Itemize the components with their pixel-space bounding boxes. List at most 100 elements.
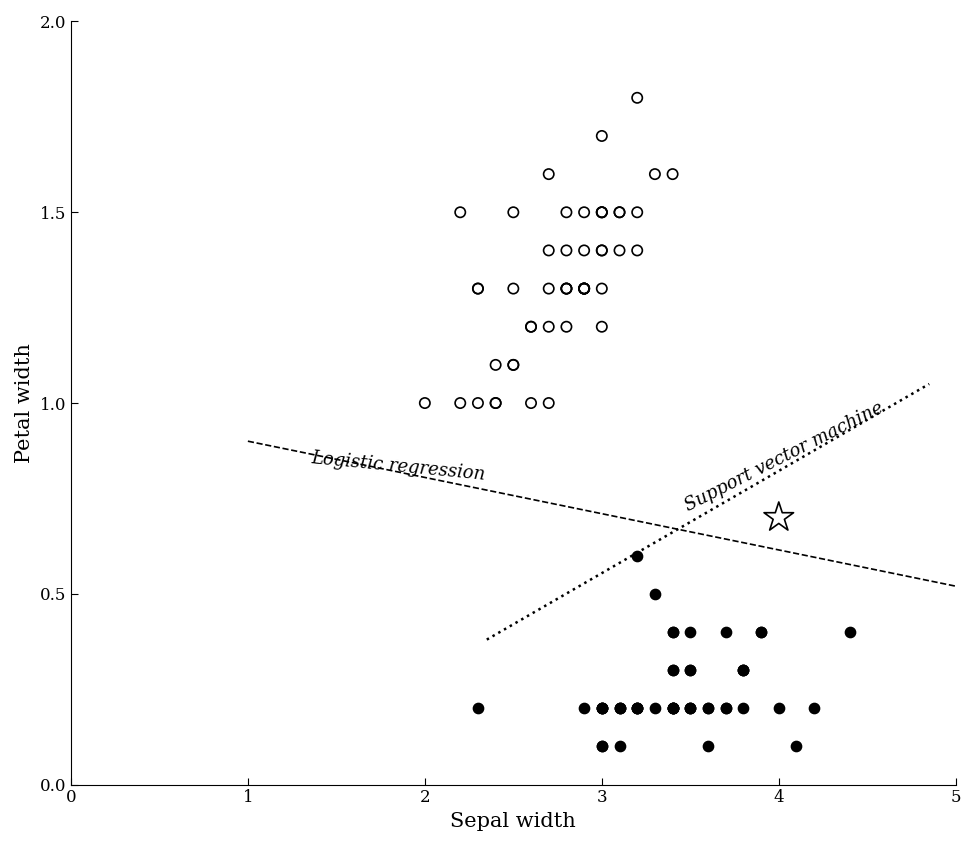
Point [789, 739, 804, 753]
Point [630, 701, 645, 715]
Point [665, 701, 680, 715]
Point [558, 282, 574, 295]
Point [736, 663, 752, 677]
Point [470, 282, 486, 295]
Point [647, 168, 663, 181]
Point [665, 701, 680, 715]
Point [736, 663, 752, 677]
Point [541, 396, 556, 409]
Point [736, 663, 752, 677]
Point [682, 701, 698, 715]
Point [594, 701, 610, 715]
Point [630, 701, 645, 715]
Point [576, 701, 591, 715]
Point [576, 244, 591, 257]
Point [594, 206, 610, 219]
Point [558, 320, 574, 333]
Point [700, 701, 715, 715]
Point [594, 244, 610, 257]
Point [541, 282, 556, 295]
Point [630, 244, 645, 257]
Point [523, 320, 539, 333]
Point [558, 206, 574, 219]
Point [488, 396, 504, 409]
Point [612, 206, 628, 219]
Point [612, 701, 628, 715]
Point [682, 701, 698, 715]
Point [558, 244, 574, 257]
Point [630, 701, 645, 715]
Point [736, 701, 752, 715]
Point [523, 320, 539, 333]
Y-axis label: Petal width: Petal width [15, 343, 34, 463]
Point [682, 663, 698, 677]
Point [771, 701, 787, 715]
Point [665, 625, 680, 639]
Point [665, 625, 680, 639]
Point [594, 701, 610, 715]
Point [470, 701, 486, 715]
Point [506, 282, 521, 295]
Point [665, 168, 680, 181]
Point [594, 244, 610, 257]
Point [682, 663, 698, 677]
Point [700, 701, 715, 715]
Point [630, 91, 645, 105]
Point [488, 358, 504, 371]
Point [541, 168, 556, 181]
Point [841, 625, 857, 639]
Point [576, 282, 591, 295]
Point [594, 739, 610, 753]
Point [558, 282, 574, 295]
Point [771, 511, 787, 525]
Point [576, 282, 591, 295]
Point [753, 625, 769, 639]
Point [700, 739, 715, 753]
Point [576, 282, 591, 295]
Point [576, 206, 591, 219]
Point [470, 396, 486, 409]
Point [594, 129, 610, 143]
Point [647, 701, 663, 715]
Point [647, 587, 663, 601]
Point [594, 701, 610, 715]
Point [523, 396, 539, 409]
Point [506, 358, 521, 371]
X-axis label: Sepal width: Sepal width [451, 812, 576, 831]
Point [558, 282, 574, 295]
Point [718, 701, 734, 715]
Point [718, 701, 734, 715]
Point [594, 206, 610, 219]
Point [594, 206, 610, 219]
Point [630, 206, 645, 219]
Point [612, 206, 628, 219]
Point [682, 701, 698, 715]
Point [612, 701, 628, 715]
Point [630, 701, 645, 715]
Point [612, 701, 628, 715]
Point [806, 701, 822, 715]
Point [453, 206, 468, 219]
Point [594, 739, 610, 753]
Point [417, 396, 432, 409]
Point [541, 320, 556, 333]
Point [576, 282, 591, 295]
Point [576, 282, 591, 295]
Point [594, 282, 610, 295]
Point [682, 625, 698, 639]
Point [718, 625, 734, 639]
Point [453, 396, 468, 409]
Point [612, 739, 628, 753]
Point [665, 663, 680, 677]
Point [753, 625, 769, 639]
Point [541, 244, 556, 257]
Point [665, 701, 680, 715]
Point [665, 663, 680, 677]
Point [630, 549, 645, 563]
Point [612, 244, 628, 257]
Text: Support vector machine: Support vector machine [681, 398, 886, 514]
Point [594, 320, 610, 333]
Point [488, 396, 504, 409]
Point [665, 701, 680, 715]
Point [594, 701, 610, 715]
